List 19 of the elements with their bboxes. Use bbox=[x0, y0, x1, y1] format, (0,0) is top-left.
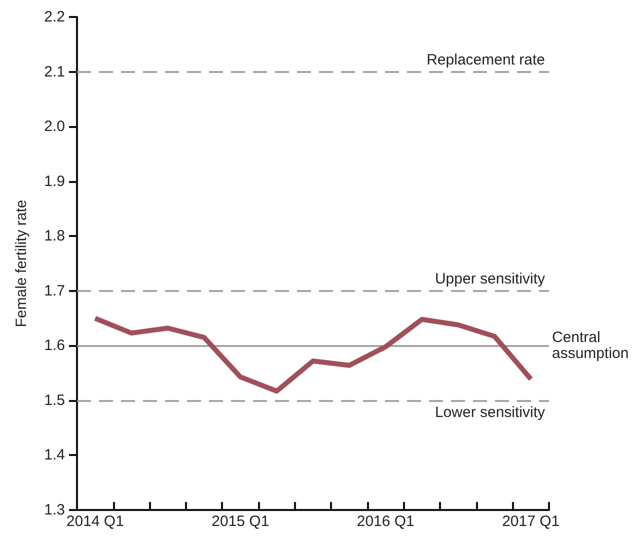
ref-line-label: Replacement rate bbox=[426, 51, 545, 68]
y-tick-label: 1.3 bbox=[44, 502, 65, 518]
y-tick-label: 2.0 bbox=[44, 118, 65, 136]
y-tick-label: 2.2 bbox=[44, 8, 65, 26]
y-tick-label: 1.7 bbox=[44, 282, 65, 300]
y-tick-label: 2.1 bbox=[44, 63, 65, 80]
y-axis-title: Female fertility rate bbox=[13, 200, 30, 328]
x-tick-label: 2016 Q1 bbox=[356, 513, 414, 530]
x-tick-label: 2015 Q1 bbox=[212, 513, 270, 530]
ref-line-label: Upper sensitivity bbox=[434, 270, 546, 288]
y-tick-label: 1.4 bbox=[44, 446, 65, 464]
ref-line-label: Lower sensitivity bbox=[434, 404, 546, 421]
y-tick-label: 1.6 bbox=[44, 337, 65, 354]
x-tick-label: 2017 Q1 bbox=[502, 513, 560, 530]
y-tick-label: 1.5 bbox=[44, 392, 65, 409]
x-tick-label: 2014 Q1 bbox=[66, 513, 124, 530]
y-tick-label: 1.8 bbox=[44, 228, 65, 245]
y-tick-label: 1.9 bbox=[44, 172, 65, 190]
ref-line-label: Central assumption bbox=[552, 329, 629, 362]
